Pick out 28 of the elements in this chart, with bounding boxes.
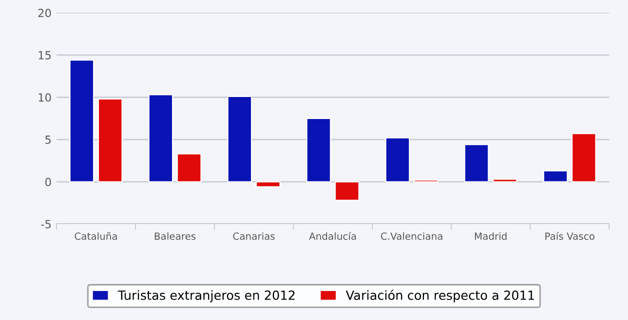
bar [256,181,280,188]
bar [334,181,360,201]
legend-label: Turistas extranjeros en 2012 [118,290,295,302]
y-tick-label: 15 [38,51,51,60]
y-tick-label: 10 [38,93,51,102]
x-tick-label: Canarias [233,232,275,240]
bar [227,96,252,182]
y-tick-label: 5 [45,136,51,144]
y-tick-label: 20 [38,8,51,18]
y-tick-label: 0 [45,178,51,186]
bar [543,170,568,182]
y-tick-label: -5 [41,220,51,228]
x-tick-label: Andalucía [309,232,356,240]
bar [492,178,518,182]
bar [572,133,596,182]
x-tick-label: Baleares [154,232,196,240]
bar [98,98,123,182]
legend-label: Variación con respecto a 2011 [346,290,534,302]
x-tick-label: Cataluña [74,232,117,240]
x-tick-label: C.Valenciana [380,232,442,240]
x-tick-label: País Vasco [545,232,594,240]
bar [148,94,174,182]
bar [464,144,489,182]
bar [306,118,332,182]
x-tick-label: Madrid [474,232,507,240]
bar [385,137,410,182]
bar [176,153,202,182]
bar [69,60,94,182]
